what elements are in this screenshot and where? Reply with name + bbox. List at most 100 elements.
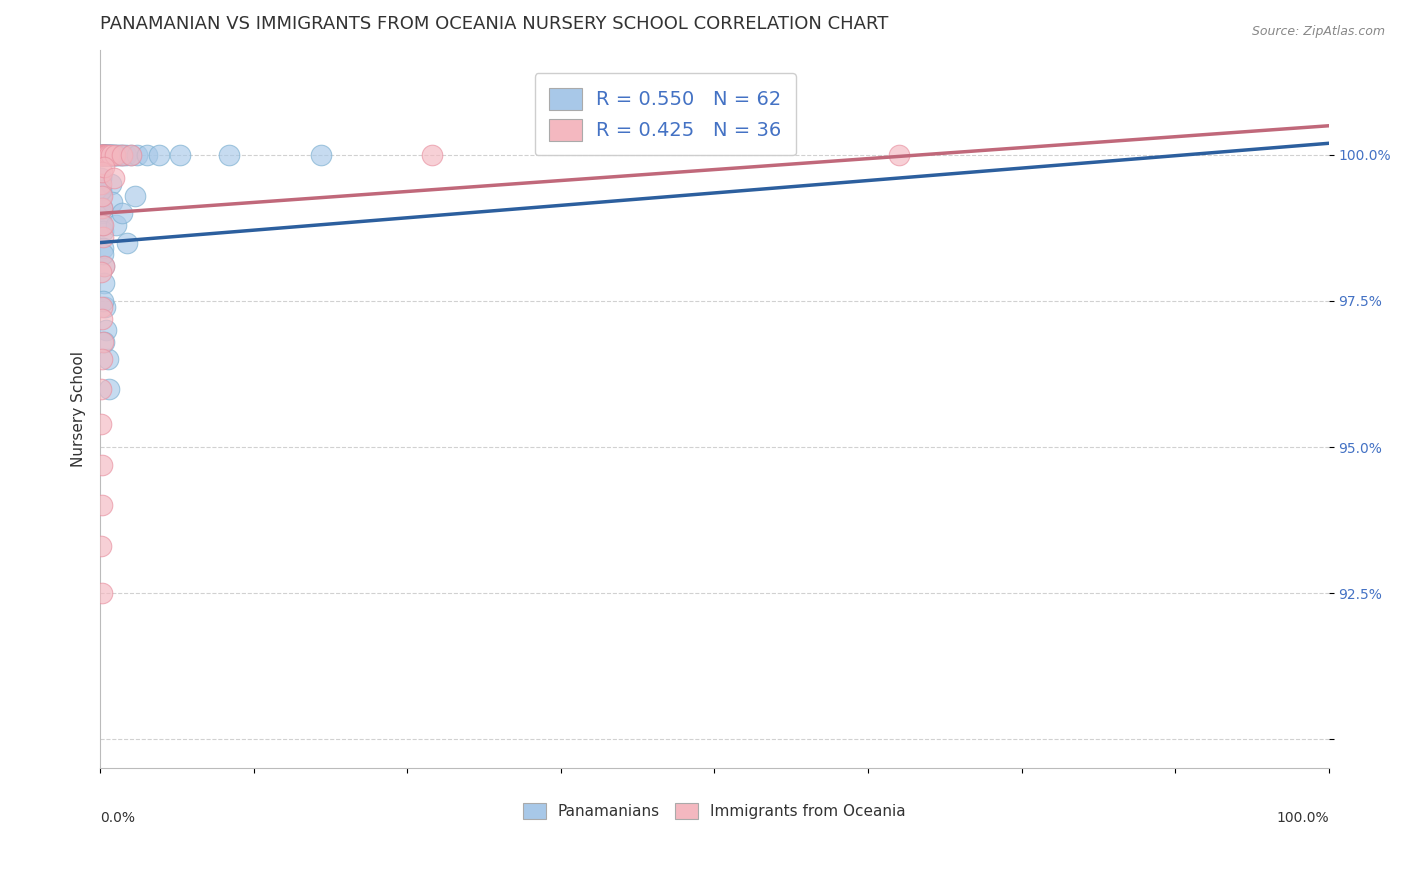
Point: [90, 311, 112, 326]
Point: [91, 148, 114, 162]
Point: [101, 148, 124, 162]
Point: [90, 539, 112, 553]
Point: [91, 148, 114, 162]
Point: [96, 352, 118, 367]
Point: [91, 148, 114, 162]
Point: [93, 148, 115, 162]
Point: [93, 259, 115, 273]
Point: [115, 148, 138, 162]
Point: [91, 229, 114, 244]
Point: [91, 352, 114, 367]
Point: [103, 148, 125, 162]
Point: [90, 148, 112, 162]
Point: [96, 148, 118, 162]
Point: [108, 148, 131, 162]
Point: [100, 148, 122, 162]
Text: 0.0%: 0.0%: [100, 812, 135, 825]
Point: [104, 148, 127, 162]
Point: [91, 242, 114, 256]
Point: [93, 148, 115, 162]
Point: [104, 148, 127, 162]
Point: [96, 148, 118, 162]
Point: [93, 160, 115, 174]
Point: [96, 148, 118, 162]
Text: 100.0%: 100.0%: [1277, 812, 1329, 825]
Point: [90, 171, 112, 186]
Point: [120, 148, 142, 162]
Point: [90, 382, 112, 396]
Point: [90, 148, 112, 162]
Point: [90, 458, 112, 472]
Point: [105, 218, 128, 232]
Point: [96, 148, 118, 162]
Point: [90, 417, 112, 431]
Point: [90, 177, 112, 191]
Point: [148, 148, 170, 162]
Point: [91, 224, 114, 238]
Y-axis label: Nursery School: Nursery School: [72, 351, 86, 467]
Point: [91, 201, 114, 215]
Point: [91, 148, 114, 162]
Point: [97, 148, 120, 162]
Point: [93, 148, 115, 162]
Point: [91, 189, 114, 203]
Point: [169, 148, 191, 162]
Point: [93, 277, 115, 291]
Point: [98, 382, 121, 396]
Point: [96, 323, 118, 337]
Point: [93, 148, 115, 162]
Point: [105, 148, 128, 162]
Point: [93, 148, 115, 162]
Point: [90, 183, 112, 197]
Point: [94, 148, 117, 162]
Point: [101, 194, 124, 209]
Point: [218, 148, 240, 162]
Point: [90, 189, 112, 203]
Point: [91, 334, 114, 349]
Point: [91, 148, 114, 162]
Point: [100, 177, 122, 191]
Point: [98, 148, 121, 162]
Point: [120, 148, 142, 162]
Point: [90, 201, 112, 215]
Point: [90, 148, 112, 162]
Point: [90, 165, 112, 179]
Point: [90, 148, 112, 162]
Point: [111, 148, 134, 162]
Point: [91, 300, 114, 314]
Point: [91, 206, 114, 220]
Point: [91, 499, 114, 513]
Point: [124, 189, 146, 203]
Point: [111, 206, 134, 220]
Point: [93, 334, 115, 349]
Point: [91, 293, 114, 308]
Point: [98, 148, 121, 162]
Point: [93, 148, 115, 162]
Point: [309, 148, 332, 162]
Point: [111, 148, 134, 162]
Text: PANAMANIAN VS IMMIGRANTS FROM OCEANIA NURSERY SCHOOL CORRELATION CHART: PANAMANIAN VS IMMIGRANTS FROM OCEANIA NU…: [100, 15, 889, 33]
Point: [93, 259, 115, 273]
Point: [420, 148, 443, 162]
Point: [91, 218, 114, 232]
Point: [91, 148, 114, 162]
Point: [94, 148, 117, 162]
Point: [91, 218, 114, 232]
Point: [94, 148, 117, 162]
Point: [91, 247, 114, 261]
Point: [887, 148, 910, 162]
Point: [91, 148, 114, 162]
Point: [91, 148, 114, 162]
Point: [90, 586, 112, 600]
Point: [97, 148, 120, 162]
Legend: Panamanians, Immigrants from Oceania: Panamanians, Immigrants from Oceania: [516, 797, 912, 825]
Point: [135, 148, 157, 162]
Point: [90, 265, 112, 279]
Point: [115, 235, 138, 250]
Point: [103, 171, 125, 186]
Point: [110, 148, 132, 162]
Point: [100, 148, 122, 162]
Point: [101, 148, 124, 162]
Point: [100, 148, 122, 162]
Point: [125, 148, 148, 162]
